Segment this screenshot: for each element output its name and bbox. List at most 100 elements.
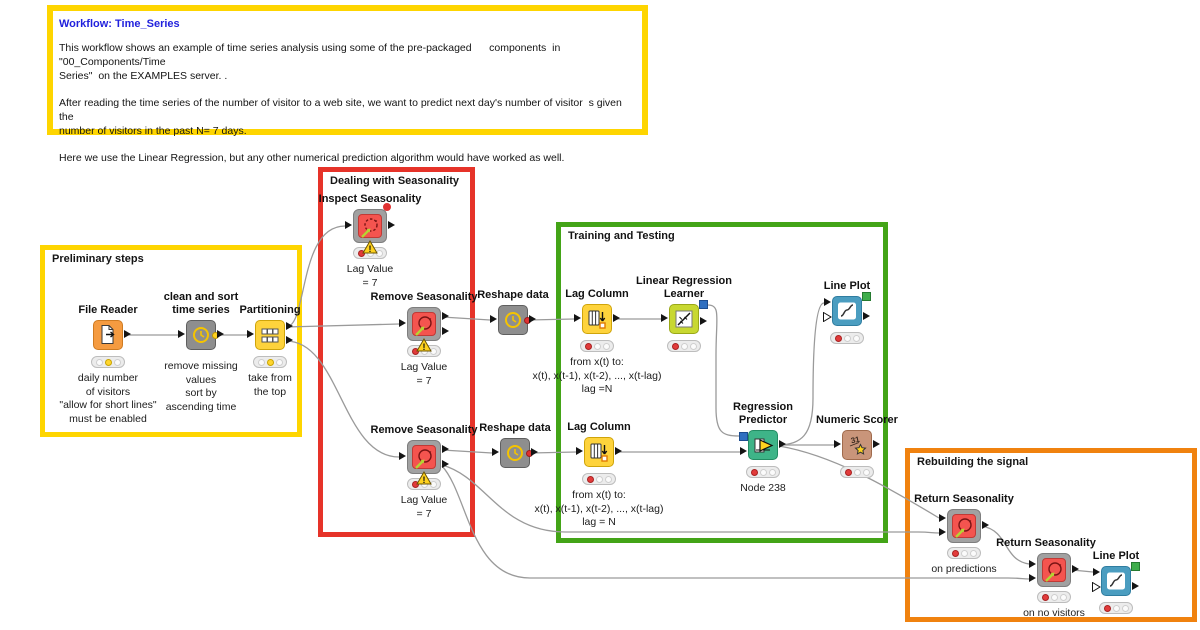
node-clean-and-sort[interactable]: clean and sort time series remove missing… [163,291,239,413]
edge-partitioning-removeseasonality2[interactable] [285,340,400,458]
output-port[interactable] [217,330,224,338]
node-lag-column-2[interactable]: Lag Column from x(t) to: x(t), x(t-1), x(… [534,421,664,528]
input-port[interactable] [490,315,497,323]
input-port[interactable] [399,319,406,327]
output-port[interactable] [124,330,131,338]
output-port-1[interactable] [442,312,449,320]
status-traffic-light [947,547,981,559]
status-traffic-light [91,356,125,368]
input-port-1[interactable] [1093,568,1100,576]
input-port[interactable] [399,452,406,460]
model-input-port[interactable] [739,432,748,441]
node-reshape-data-2[interactable]: Reshape data [479,422,551,468]
warning-icon: ! [416,338,432,352]
output-port-2[interactable] [442,460,449,468]
input-port-2[interactable] [1029,574,1036,582]
clock-icon [498,305,528,335]
output-port[interactable] [1072,565,1079,573]
edge-reshape2-lagcolumn2[interactable] [530,451,577,454]
group-rebuilding-the-signal[interactable]: Rebuilding the signal [905,448,1197,622]
output-port[interactable] [1132,582,1139,590]
node-numeric-scorer[interactable]: Numeric Scorer 31 [816,414,898,478]
edge-reshape1-lagcolumn1[interactable] [528,318,575,321]
annotation-paragraph: This workflow shows an example of time s… [59,42,564,82]
output-port[interactable] [863,312,870,320]
seasonality-icon [407,440,441,474]
node-return-seasonality-2[interactable]: Return Seasonality on no visitors [996,537,1096,619]
node-partitioning[interactable]: Partitioning take from the top [239,304,301,398]
node-alert-dot [383,203,391,211]
input-port[interactable] [661,314,668,322]
group-preliminary-steps[interactable]: Preliminary steps [40,245,302,437]
input-port[interactable] [247,330,254,338]
lag-column-icon [584,437,614,467]
node-line-plot-1[interactable]: Line Plot [823,280,871,344]
partition-icon [255,320,285,350]
input-port[interactable] [576,447,583,455]
edge-partitioning-removeseasonality1[interactable] [285,323,400,328]
status-traffic-light [1037,591,1071,603]
edge-rs2-return1[interactable] [441,464,940,534]
node-reshape-data-1[interactable]: Reshape data [477,289,549,335]
edge-rs1-reshape1[interactable] [441,316,491,321]
output-port-1[interactable] [286,322,293,330]
edge-return1-return2[interactable] [981,525,1030,565]
input-port[interactable] [834,440,841,448]
output-port[interactable] [388,221,395,229]
node-regression-predictor[interactable]: Regression Predictor Node 238 [733,401,793,494]
svg-text:31: 31 [850,435,861,446]
output-port[interactable] [615,447,622,455]
edge-rs2-reshape2[interactable] [441,449,493,454]
annotation-paragraph: After reading the time series of the num… [59,97,625,137]
node-linear-regression-learner[interactable]: Linear Regression Learner [636,275,732,352]
output-port-2[interactable] [286,336,293,344]
predictor-icon [748,430,778,460]
output-port[interactable] [613,314,620,322]
edge-predictor-lineplot1[interactable] [778,302,825,446]
node-inspect-seasonality[interactable]: Inspect Seasonality ! Lag Value = 7 [318,193,422,289]
node-remove-seasonality-1[interactable]: Remove Seasonality ! Lag Value = 7 [370,291,478,387]
edge-rs2-return2[interactable] [441,465,1030,580]
input-port-1[interactable] [1029,560,1036,568]
input-port[interactable] [740,447,747,455]
optional-input-port[interactable] [823,312,832,322]
input-port-2[interactable] [939,528,946,536]
output-port[interactable] [982,521,989,529]
node-line-plot-2[interactable]: Line Plot [1092,550,1140,614]
input-port[interactable] [574,314,581,322]
node-remove-seasonality-2[interactable]: Remove Seasonality ! Lag Value = 7 [370,424,478,520]
edge-learner-predictor-model[interactable] [707,304,740,437]
status-traffic-light [840,466,874,478]
seasonality-icon [407,307,441,341]
output-port[interactable] [531,448,538,456]
file-icon [93,320,123,350]
node-return-seasonality-1[interactable]: Return Seasonality on predictions [914,493,1014,575]
input-port[interactable] [178,330,185,338]
regression-icon [669,304,699,334]
node-lag-column-1[interactable]: Lag Column from x(t) to: x(t), x(t-1), x(… [532,288,662,395]
annotation-title: Workflow: Time_Series [59,18,180,30]
model-output-port[interactable] [699,300,708,309]
input-port[interactable] [345,221,352,229]
image-output-port[interactable] [1131,562,1140,571]
optional-input-port[interactable] [1092,582,1101,592]
group-training-and-testing[interactable]: Training and Testing [556,222,888,543]
warning-icon: ! [416,471,432,485]
annotation-paragraph: Here we use the Linear Regression, but a… [59,152,565,164]
output-port-1[interactable] [442,445,449,453]
output-port[interactable] [529,315,536,323]
input-port[interactable] [492,448,499,456]
output-port[interactable] [873,440,880,448]
image-output-port[interactable] [862,292,871,301]
input-port-1[interactable] [824,298,831,306]
group-dealing-with-seasonality[interactable]: Dealing with Seasonality [318,167,475,537]
output-port[interactable] [779,440,786,448]
node-file-reader[interactable]: File Reader daily number of visitors "all… [59,304,157,425]
output-port-2[interactable] [442,327,449,335]
warning-icon: ! [362,240,378,254]
output-port[interactable] [700,317,707,325]
workflow-annotation[interactable]: Workflow: Time_Series This workflow show… [47,5,648,164]
input-port-1[interactable] [939,514,946,522]
seasonality-icon [1037,553,1071,587]
clock-icon [186,320,216,350]
